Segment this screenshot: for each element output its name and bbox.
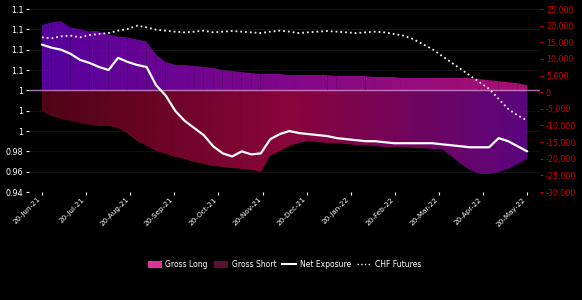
Legend: Gross Long, Gross Short, Net Exposure, CHF Futures: Gross Long, Gross Short, Net Exposure, C… <box>145 257 424 272</box>
